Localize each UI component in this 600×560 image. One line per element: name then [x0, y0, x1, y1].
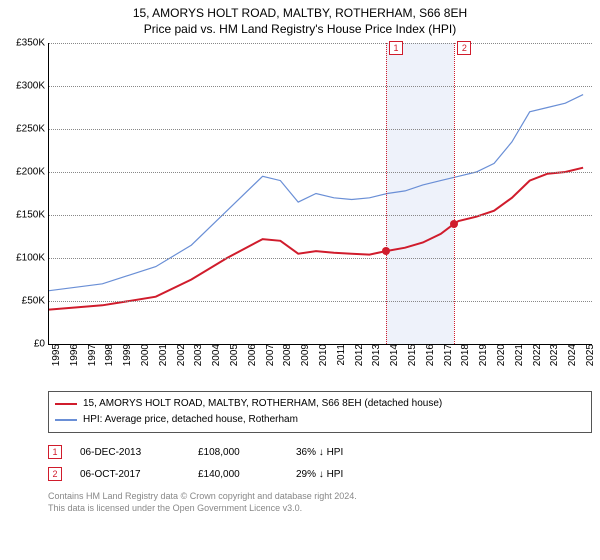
- legend-label: 15, AMORYS HOLT ROAD, MALTBY, ROTHERHAM,…: [83, 396, 442, 412]
- sale-pct: 29% ↓ HPI: [296, 469, 406, 480]
- xtick-label: 2005: [227, 344, 240, 366]
- marker-line: [454, 43, 455, 344]
- xtick-label: 2017: [441, 344, 454, 366]
- xtick-label: 2016: [423, 344, 436, 366]
- ytick-label: £150K: [16, 210, 49, 221]
- footer-attribution: Contains HM Land Registry data © Crown c…: [48, 491, 592, 514]
- xtick-label: 2003: [191, 344, 204, 366]
- sale-price: £108,000: [198, 447, 278, 458]
- xtick-label: 2018: [458, 344, 471, 366]
- ytick-label: £250K: [16, 124, 49, 135]
- footer-line: This data is licensed under the Open Gov…: [48, 503, 592, 515]
- sale-badge: 2: [48, 467, 62, 481]
- gridline: [49, 215, 592, 216]
- legend-item: 15, AMORYS HOLT ROAD, MALTBY, ROTHERHAM,…: [55, 396, 585, 412]
- sale-badge: 1: [48, 445, 62, 459]
- series-red: [49, 168, 583, 310]
- title-address: 15, AMORYS HOLT ROAD, MALTBY, ROTHERHAM,…: [0, 6, 600, 22]
- xtick-label: 1995: [49, 344, 62, 366]
- legend-box: 15, AMORYS HOLT ROAD, MALTBY, ROTHERHAM,…: [48, 391, 592, 433]
- title-subtitle: Price paid vs. HM Land Registry's House …: [0, 22, 600, 38]
- xtick-label: 2006: [245, 344, 258, 366]
- ytick-label: £350K: [16, 38, 49, 49]
- xtick-label: 1997: [85, 344, 98, 366]
- gridline: [49, 172, 592, 173]
- gridline: [49, 86, 592, 87]
- gridline: [49, 129, 592, 130]
- plot-region: £0£50K£100K£150K£200K£250K£300K£350K1995…: [48, 43, 592, 345]
- legend-swatch: [55, 419, 77, 421]
- xtick-label: 2001: [156, 344, 169, 366]
- xtick-label: 2009: [298, 344, 311, 366]
- xtick-label: 2010: [316, 344, 329, 366]
- sale-date: 06-OCT-2017: [80, 469, 180, 480]
- marker-dot: [382, 247, 390, 255]
- xtick-label: 2024: [565, 344, 578, 366]
- marker-badge: 2: [457, 41, 471, 55]
- xtick-label: 1998: [102, 344, 115, 366]
- series-svg: [49, 43, 592, 344]
- xtick-label: 2012: [352, 344, 365, 366]
- sale-pct: 36% ↓ HPI: [296, 447, 406, 458]
- chart-title-block: 15, AMORYS HOLT ROAD, MALTBY, ROTHERHAM,…: [0, 0, 600, 37]
- xtick-label: 2013: [369, 344, 382, 366]
- xtick-label: 2015: [405, 344, 418, 366]
- xtick-label: 1999: [120, 344, 133, 366]
- xtick-label: 2021: [512, 344, 525, 366]
- legend-swatch: [55, 403, 77, 405]
- sale-row: 2 06-OCT-2017 £140,000 29% ↓ HPI: [48, 463, 592, 485]
- gridline: [49, 258, 592, 259]
- xtick-label: 2004: [209, 344, 222, 366]
- sale-date: 06-DEC-2013: [80, 447, 180, 458]
- xtick-label: 2007: [263, 344, 276, 366]
- chart-area: £0£50K£100K£150K£200K£250K£300K£350K1995…: [48, 43, 592, 383]
- series-blue: [49, 95, 583, 291]
- xtick-label: 1996: [67, 344, 80, 366]
- xtick-label: 2025: [583, 344, 596, 366]
- marker-badge: 1: [389, 41, 403, 55]
- xtick-label: 2022: [530, 344, 543, 366]
- sale-price: £140,000: [198, 469, 278, 480]
- ytick-label: £300K: [16, 81, 49, 92]
- ytick-label: £0: [34, 339, 49, 350]
- xtick-label: 2023: [547, 344, 560, 366]
- xtick-label: 2008: [280, 344, 293, 366]
- xtick-label: 2002: [174, 344, 187, 366]
- ytick-label: £100K: [16, 253, 49, 264]
- legend-item: HPI: Average price, detached house, Roth…: [55, 412, 585, 428]
- legend-label: HPI: Average price, detached house, Roth…: [83, 412, 298, 428]
- ytick-label: £50K: [22, 296, 49, 307]
- ytick-label: £200K: [16, 167, 49, 178]
- xtick-label: 2000: [138, 344, 151, 366]
- marker-dot: [450, 220, 458, 228]
- xtick-label: 2014: [387, 344, 400, 366]
- xtick-label: 2020: [494, 344, 507, 366]
- marker-line: [386, 43, 387, 344]
- gridline: [49, 301, 592, 302]
- sales-list: 1 06-DEC-2013 £108,000 36% ↓ HPI 2 06-OCT-201…: [48, 441, 592, 485]
- xtick-label: 2019: [476, 344, 489, 366]
- footer-line: Contains HM Land Registry data © Crown c…: [48, 491, 592, 503]
- sale-row: 1 06-DEC-2013 £108,000 36% ↓ HPI: [48, 441, 592, 463]
- gridline: [49, 43, 592, 44]
- xtick-label: 2011: [334, 344, 347, 366]
